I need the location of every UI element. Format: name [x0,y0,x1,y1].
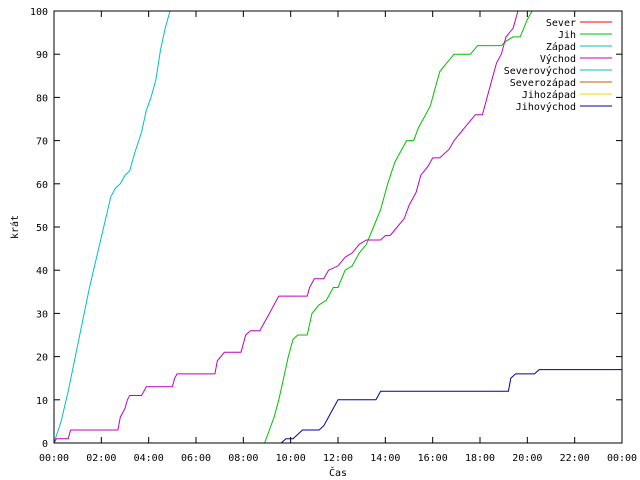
x-tick-label: 22:00 [560,453,590,464]
y-tick-label: 100 [30,7,48,18]
x-tick-label: 14:00 [370,453,400,464]
x-tick-label: 08:00 [228,453,258,464]
legend: SeverJihZápadVýchodSeverovýchodSeverozáp… [504,18,612,113]
series-line-jihovychod [280,369,622,444]
x-tick-label: 20:00 [512,453,542,464]
x-tick-label: 00:00 [607,453,637,464]
legend-label-severovychod: Severovýchod [504,65,576,77]
legend-label-severozapad: Severozápad [510,77,576,89]
legend-label-jihovychod: Jihovýchod [516,101,576,113]
legend-label-zapad: Západ [546,41,576,53]
x-tick-label: 10:00 [276,453,306,464]
series-line-jih [264,10,533,444]
x-tick-label: 06:00 [181,453,211,464]
y-tick-label: 70 [36,137,48,148]
legend-label-sever: Sever [546,18,576,29]
y-tick-label: 50 [36,223,48,234]
y-tick-label: 20 [36,353,48,364]
x-axis-ticks: 00:00 02:00 04:00 06:00 08:00 10:00 12:00 14:00… [39,11,637,464]
series-line-zapad [54,10,171,444]
y-tick-label: 0 [42,439,48,450]
x-tick-label: 00:00 [39,453,69,464]
x-tick-label: 12:00 [323,453,353,464]
y-tick-label: 60 [36,180,48,191]
y-tick-label: 30 [36,309,48,320]
y-axis-ticks: 0 10 20 30 40 50 60 70 80 90 100 [30,7,622,450]
y-axis-title: krát [9,215,21,239]
x-tick-label: 16:00 [418,453,448,464]
y-tick-label: 40 [36,266,48,277]
series-line-vychod [54,10,519,444]
x-tick-label: 02:00 [86,453,116,464]
legend-label-jih: Jih [558,30,576,41]
y-tick-label: 10 [36,396,48,407]
x-tick-label: 18:00 [465,453,495,464]
y-tick-label: 80 [36,93,48,104]
legend-label-jihozapad: Jihozápad [522,89,576,101]
x-tick-label: 04:00 [134,453,164,464]
series-layer [54,10,622,444]
x-axis-title: Čas [329,466,347,479]
y-tick-label: 90 [36,50,48,61]
legend-label-vychod: Východ [540,53,576,65]
